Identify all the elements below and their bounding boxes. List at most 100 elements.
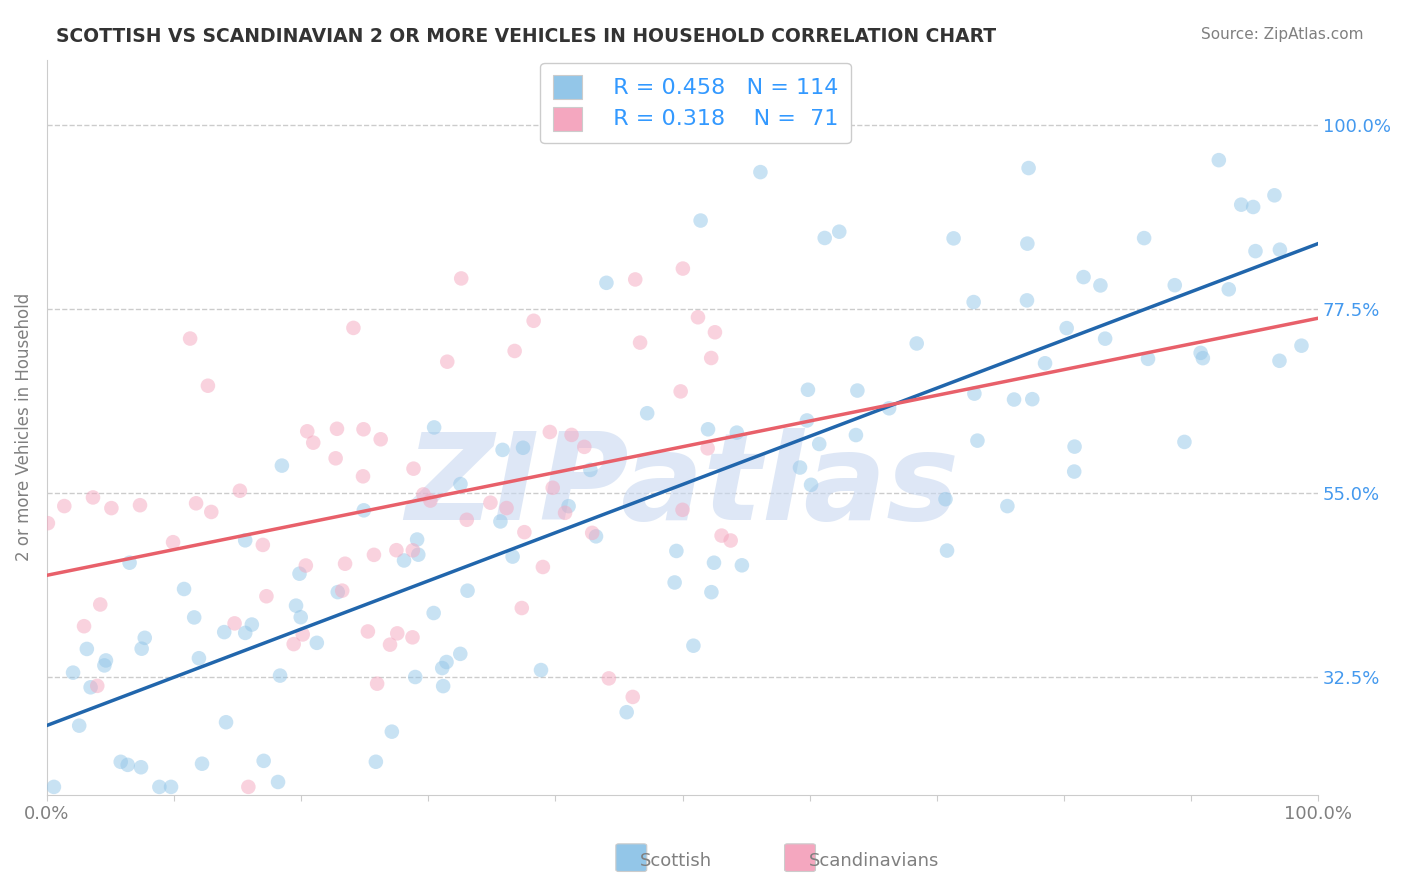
Point (131, 641, 153, 656)
Point (363, 548, 385, 562)
Point (253, 754, 276, 768)
Point (1090, 278, 1112, 293)
Point (846, 384, 869, 398)
Point (1189, 346, 1212, 360)
Point (291, 627, 314, 641)
Point (797, 383, 820, 397)
Point (62, 665, 84, 680)
Point (561, 428, 583, 442)
Point (370, 432, 392, 446)
Point (1268, 353, 1291, 368)
Point (523, 314, 546, 328)
Point (1056, 321, 1078, 335)
Point (423, 420, 446, 434)
Point (700, 585, 723, 599)
Point (689, 213, 711, 227)
Point (118, 556, 141, 570)
Point (215, 715, 238, 730)
Point (76, 642, 98, 657)
Point (229, 483, 252, 498)
Point (1094, 332, 1116, 346)
Point (598, 672, 620, 686)
Point (720, 533, 742, 548)
Point (269, 668, 291, 682)
Point (432, 679, 454, 693)
Point (1192, 351, 1215, 365)
Point (406, 533, 429, 547)
Point (436, 655, 458, 669)
Point (326, 585, 349, 599)
Point (814, 231, 837, 245)
Point (224, 616, 246, 631)
Point (450, 271, 472, 285)
Text: Source: ZipAtlas.com: Source: ZipAtlas.com (1201, 27, 1364, 42)
Point (200, 505, 222, 519)
Point (1073, 270, 1095, 285)
Point (233, 626, 256, 640)
Text: ZIPatlas: ZIPatlas (405, 427, 959, 545)
Point (1164, 278, 1187, 293)
Point (1208, 153, 1230, 168)
Point (162, 535, 184, 549)
Point (672, 261, 695, 276)
Point (1063, 465, 1085, 479)
Point (450, 477, 472, 491)
Point (148, 780, 170, 794)
Point (479, 496, 502, 510)
Point (962, 295, 984, 310)
Point (401, 631, 423, 645)
Point (1241, 200, 1264, 214)
Point (664, 575, 686, 590)
Point (936, 543, 959, 558)
Point (1137, 351, 1160, 366)
Point (1173, 434, 1195, 449)
Point (134, 631, 156, 645)
Point (254, 589, 277, 603)
Point (326, 422, 349, 436)
Point (557, 499, 579, 513)
Point (267, 775, 290, 789)
Point (82, 491, 104, 505)
Point (725, 425, 748, 440)
Point (942, 231, 965, 245)
Point (621, 690, 644, 704)
Point (110, 755, 132, 769)
Legend:   R = 0.458   N = 114,   R = 0.318    N =  71: R = 0.458 N = 114, R = 0.318 N = 71 (540, 62, 851, 143)
Point (574, 440, 596, 454)
Point (297, 425, 319, 439)
Point (1291, 339, 1313, 353)
Point (290, 610, 312, 624)
Point (669, 384, 692, 399)
Point (330, 583, 353, 598)
Point (449, 647, 471, 661)
Point (212, 625, 235, 640)
Point (42, 780, 65, 794)
Point (703, 325, 725, 339)
Point (432, 661, 454, 675)
Point (995, 499, 1018, 513)
Point (67, 719, 90, 733)
Point (531, 560, 554, 574)
Point (828, 225, 851, 239)
Point (37, 516, 59, 531)
Point (1017, 236, 1039, 251)
Point (1021, 392, 1043, 407)
Point (595, 276, 617, 290)
Point (624, 272, 647, 286)
Point (233, 533, 256, 548)
Point (1218, 282, 1240, 296)
Point (1244, 244, 1267, 259)
Point (86, 679, 108, 693)
Y-axis label: 2 or more Vehicles in Household: 2 or more Vehicles in Household (15, 293, 32, 561)
Point (495, 501, 517, 516)
Point (877, 401, 900, 416)
Point (731, 558, 754, 573)
Point (963, 386, 986, 401)
Point (366, 676, 388, 690)
Text: SCOTTISH VS SCANDINAVIAN 2 OR MORE VEHICLES IN HOUSEHOLD CORRELATION CHART: SCOTTISH VS SCANDINAVIAN 2 OR MORE VEHIC… (56, 27, 997, 45)
Point (419, 493, 441, 508)
Point (422, 606, 444, 620)
Point (197, 378, 219, 392)
Point (696, 442, 718, 456)
Point (392, 553, 415, 567)
